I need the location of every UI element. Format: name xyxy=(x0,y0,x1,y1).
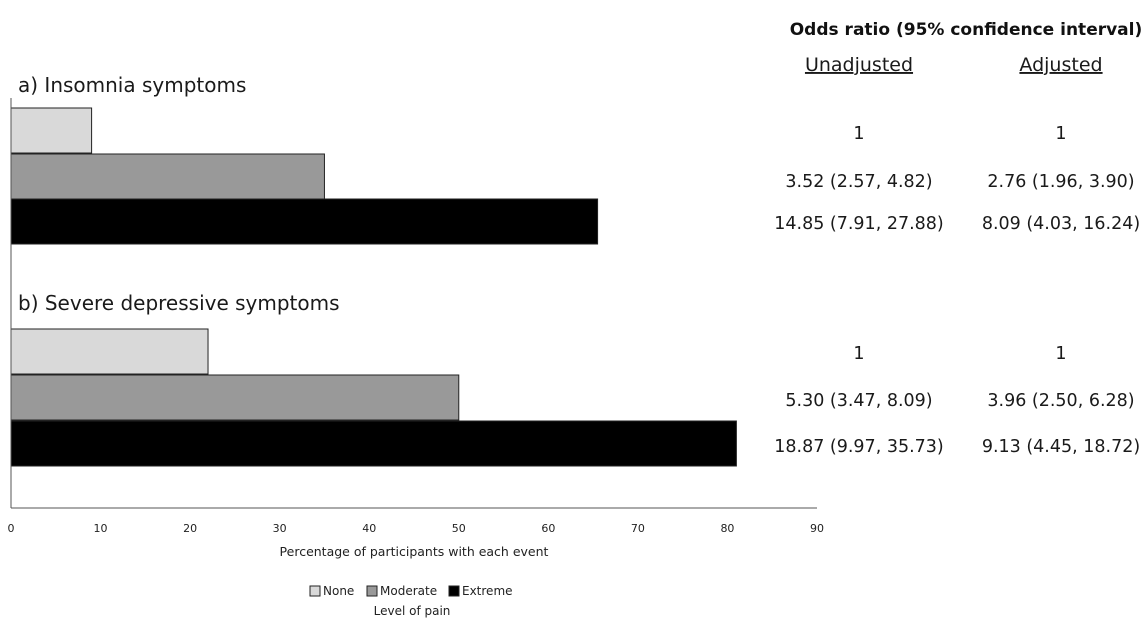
odds-table-title: Odds ratio (95% confidence interval) xyxy=(790,20,1143,40)
legend-label-none: None xyxy=(323,584,354,598)
bar-none xyxy=(10,328,209,375)
panel-title: b) Severe depressive symptoms xyxy=(18,291,340,315)
x-axis-title: Percentage of participants with each eve… xyxy=(280,544,549,559)
odds-cell: 3.52 (2.57, 4.82) xyxy=(785,172,932,192)
odds-cell: 1 xyxy=(853,344,864,364)
odds-cell: 1 xyxy=(1055,344,1066,364)
x-tick-label: 70 xyxy=(631,522,645,535)
odds-cell: 8.09 (4.03, 16.24) xyxy=(982,214,1140,234)
odds-cell: 3.96 (2.50, 6.28) xyxy=(987,391,1134,411)
x-tick-label: 60 xyxy=(541,522,555,535)
odds-cell: 9.13 (4.45, 18.72) xyxy=(982,437,1140,457)
odds-cell: 1 xyxy=(853,124,864,144)
bar-extreme xyxy=(10,198,599,245)
bar-none xyxy=(10,107,93,154)
legend-title: Level of pain xyxy=(374,604,451,618)
x-tick-label: 20 xyxy=(183,522,197,535)
legend-label-extreme: Extreme xyxy=(462,584,513,598)
odds-ratio-table: Odds ratio (95% confidence interval) Una… xyxy=(774,20,1142,457)
x-tick-label: 30 xyxy=(273,522,287,535)
x-tick-label: 0 xyxy=(8,522,15,535)
legend-label-moderate: Moderate xyxy=(380,584,437,598)
column-header-unadjusted: Unadjusted xyxy=(805,54,913,76)
bar-extreme xyxy=(10,420,737,467)
bar-moderate xyxy=(10,374,460,421)
legend-swatch-extreme xyxy=(448,585,460,597)
odds-cell: 14.85 (7.91, 27.88) xyxy=(774,214,944,234)
x-tick-label: 10 xyxy=(94,522,108,535)
x-tick-label: 40 xyxy=(362,522,376,535)
odds-cell: 2.76 (1.96, 3.90) xyxy=(987,172,1134,192)
column-header-adjusted: Adjusted xyxy=(1019,54,1102,76)
panel-title: a) Insomnia symptoms xyxy=(18,73,246,97)
legend-swatch-moderate xyxy=(366,585,378,597)
x-tick-label: 80 xyxy=(720,522,734,535)
x-tick-label: 50 xyxy=(452,522,466,535)
legend-swatch-none xyxy=(309,585,321,597)
odds-cell: 18.87 (9.97, 35.73) xyxy=(774,437,944,457)
x-tick-label: 90 xyxy=(810,522,824,535)
odds-cell: 5.30 (3.47, 8.09) xyxy=(785,391,932,411)
bar-moderate xyxy=(10,153,325,200)
legend: None Moderate Extreme Level of pain xyxy=(309,584,513,618)
plot-area: a) Insomnia symptoms b) Severe depressive… xyxy=(8,73,825,559)
odds-cell: 1 xyxy=(1055,124,1066,144)
